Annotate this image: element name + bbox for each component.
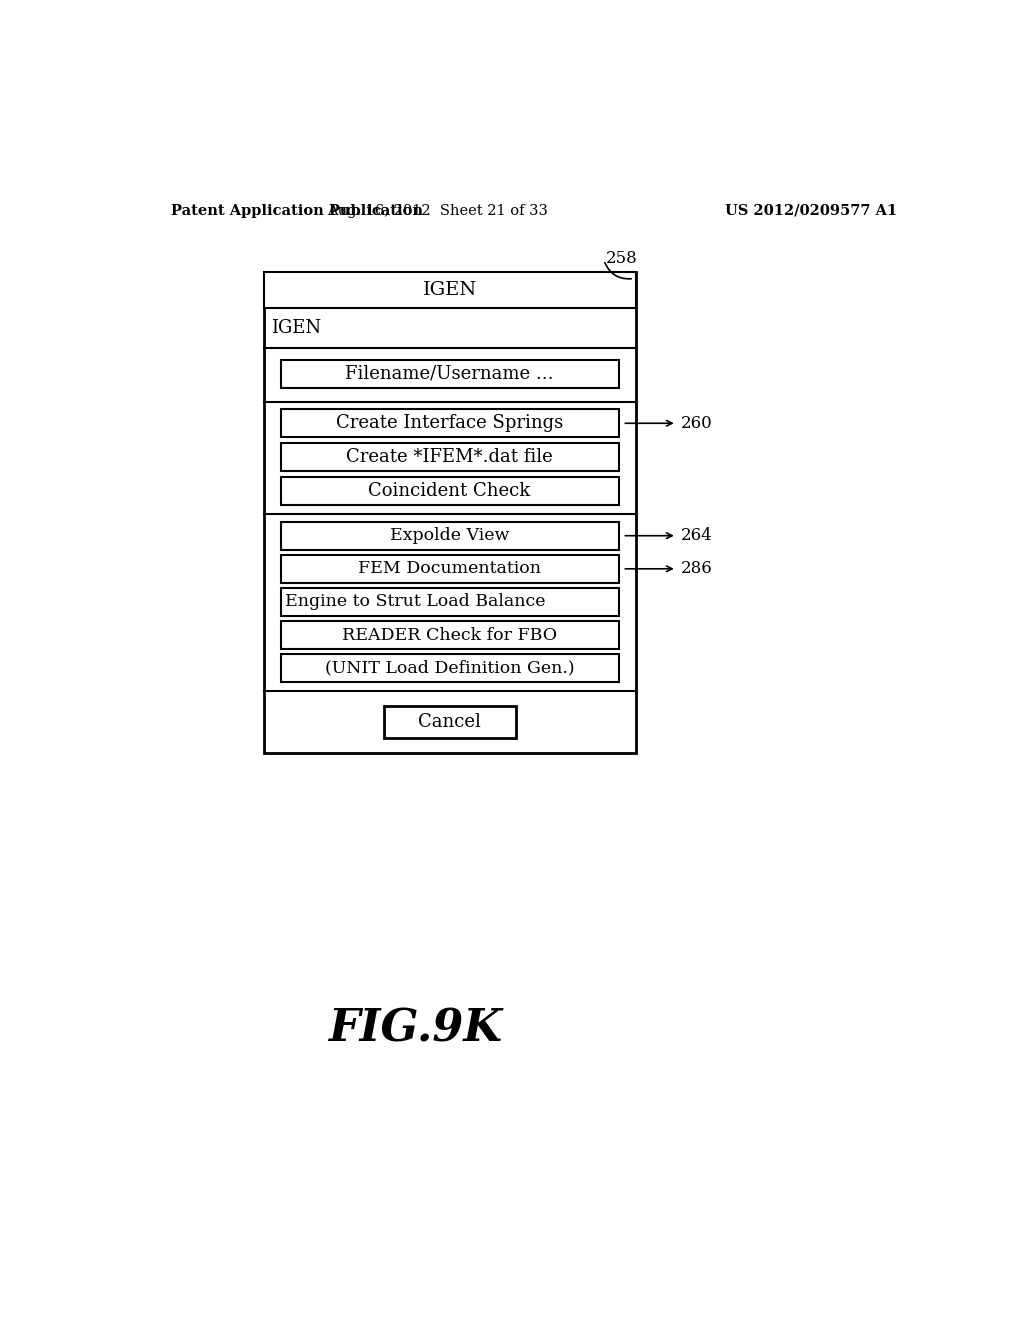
Bar: [281, 478, 618, 506]
Text: 286: 286: [681, 560, 713, 577]
Text: Create *IFEM*.dat file: Create *IFEM*.dat file: [346, 449, 553, 466]
Bar: [281, 444, 618, 471]
Text: Create Interface Springs: Create Interface Springs: [336, 414, 563, 432]
Text: Expolde View: Expolde View: [390, 527, 509, 544]
Text: US 2012/0209577 A1: US 2012/0209577 A1: [725, 203, 897, 218]
Text: 258: 258: [606, 249, 638, 267]
Text: Cancel: Cancel: [418, 713, 481, 731]
Text: Patent Application Publication: Patent Application Publication: [171, 203, 423, 218]
Text: Coincident Check: Coincident Check: [369, 482, 530, 500]
Text: Filename/Username ...: Filename/Username ...: [345, 366, 554, 383]
Bar: [281, 589, 618, 615]
Bar: [281, 521, 618, 549]
Bar: [263, 272, 636, 752]
Bar: [281, 409, 618, 437]
Text: Aug. 16, 2012  Sheet 21 of 33: Aug. 16, 2012 Sheet 21 of 33: [328, 203, 549, 218]
Bar: [281, 360, 618, 388]
Bar: [263, 272, 636, 308]
Bar: [281, 622, 618, 649]
Text: (UNIT Load Definition Gen.): (UNIT Load Definition Gen.): [325, 660, 574, 677]
Text: 260: 260: [681, 414, 713, 432]
Text: FIG.9K: FIG.9K: [328, 1007, 502, 1049]
Text: IGEN: IGEN: [271, 319, 322, 337]
Text: Engine to Strut Load Balance: Engine to Strut Load Balance: [285, 594, 545, 610]
Text: READER Check for FBO: READER Check for FBO: [342, 627, 557, 644]
Text: 264: 264: [681, 527, 713, 544]
Bar: [281, 655, 618, 682]
Bar: [281, 554, 618, 582]
Text: IGEN: IGEN: [423, 281, 477, 300]
Text: FEM Documentation: FEM Documentation: [358, 560, 541, 577]
Bar: [384, 706, 515, 738]
